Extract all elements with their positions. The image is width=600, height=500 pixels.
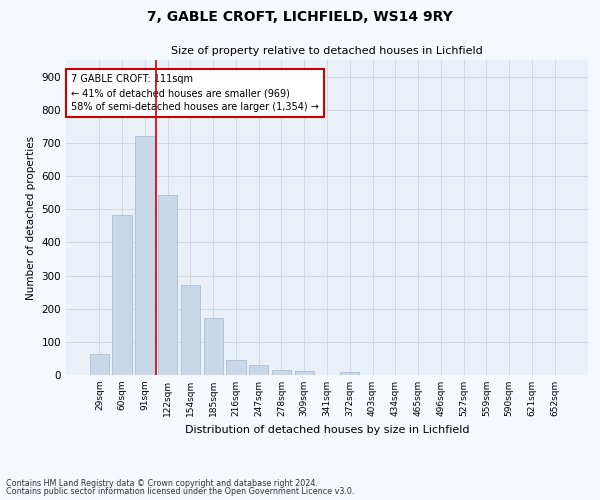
Bar — [203, 318, 223, 375]
Bar — [340, 372, 359, 375]
Bar — [90, 354, 109, 375]
Y-axis label: Number of detached properties: Number of detached properties — [26, 136, 36, 300]
Bar — [295, 371, 314, 375]
Text: Contains HM Land Registry data © Crown copyright and database right 2024.: Contains HM Land Registry data © Crown c… — [6, 478, 318, 488]
Bar — [158, 195, 178, 375]
Bar — [181, 286, 200, 375]
X-axis label: Distribution of detached houses by size in Lichfield: Distribution of detached houses by size … — [185, 424, 469, 434]
Text: Contains public sector information licensed under the Open Government Licence v3: Contains public sector information licen… — [6, 487, 355, 496]
Text: 7 GABLE CROFT: 111sqm
← 41% of detached houses are smaller (969)
58% of semi-det: 7 GABLE CROFT: 111sqm ← 41% of detached … — [71, 74, 319, 112]
Title: Size of property relative to detached houses in Lichfield: Size of property relative to detached ho… — [171, 46, 483, 56]
Bar — [135, 136, 155, 375]
Bar — [249, 365, 268, 375]
Bar — [226, 360, 245, 375]
Bar — [112, 215, 132, 375]
Bar — [272, 370, 291, 375]
Text: 7, GABLE CROFT, LICHFIELD, WS14 9RY: 7, GABLE CROFT, LICHFIELD, WS14 9RY — [147, 10, 453, 24]
